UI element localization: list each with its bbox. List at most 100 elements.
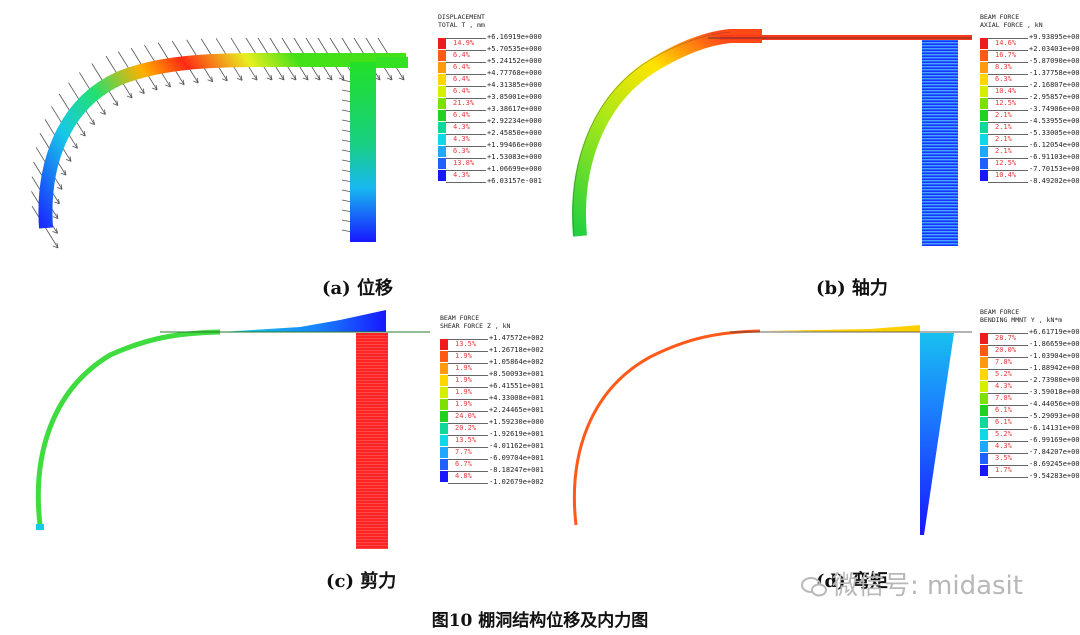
- legend-value: -6.14131e+002: [1028, 424, 1080, 432]
- displacement-arrowhead: [112, 100, 119, 106]
- legend-value: +1.59230e+000: [488, 418, 545, 426]
- legend-value: +9.93895e+001: [1028, 33, 1080, 41]
- legend-value: +1.53083e+000: [486, 153, 543, 161]
- legend-percent: 1.9%: [455, 352, 472, 360]
- legend-color-swatch: [438, 86, 446, 98]
- legend-value: +4.31385e+000: [486, 81, 543, 89]
- legend-percent: 6.4%: [453, 87, 470, 95]
- displacement-arrowhead: [179, 79, 185, 86]
- legend-percent: 1.9%: [455, 364, 472, 372]
- legend-percent: 6.7%: [455, 460, 472, 468]
- legend-value: +1.99466e+000: [486, 141, 543, 149]
- legend-value: +5.24152e+000: [486, 57, 543, 65]
- displacement-legend: DISPLACEMENT TOTAL T , mm +6.16919e+000 +5.…: [438, 13, 543, 269]
- legend-value: +3.38617e+000: [486, 105, 543, 113]
- legend-value: +3.85001e+000: [486, 93, 543, 101]
- legend-value: +1.47572e+002: [488, 334, 545, 342]
- displacement-arrowhead: [193, 77, 199, 84]
- legend-percent: 6.3%: [453, 147, 470, 155]
- legend-color-swatch: [980, 417, 988, 429]
- legend-value: -1.92619e+001: [488, 430, 545, 438]
- legend-value: +1.26718e+002: [488, 346, 545, 354]
- legend-color-swatch: [438, 134, 446, 146]
- legend-value: -8.49202e+002: [1028, 177, 1080, 185]
- bending-moment-legend: BEAM FORCE BENDING MMNT Y , kN*m +6.61719e…: [980, 308, 1080, 564]
- legend-percent: 28.7%: [995, 334, 1017, 342]
- displacement-arrowhead: [52, 213, 59, 219]
- legend-title-line: BEAM FORCE: [980, 308, 1020, 316]
- displacement-arrowhead: [60, 170, 67, 176]
- legend-color-swatch: [980, 393, 988, 405]
- legend-percent: 1.9%: [455, 400, 472, 408]
- legend-value: +6.41551e+001: [488, 382, 545, 390]
- bending-moment-plot: [572, 325, 972, 535]
- legend-value: +4.77768e+000: [486, 69, 543, 77]
- legend-value: -6.91103e+002: [1028, 153, 1080, 161]
- panel-bending-moment: BEAM FORCE BENDING MMNT Y , kN*m +6.61719e…: [540, 305, 1080, 605]
- legend-value: +6.03157e-001: [486, 177, 543, 185]
- legend-color-swatch: [980, 62, 988, 74]
- displacement-arrowhead: [89, 119, 95, 126]
- arch-axial-diagram: [572, 29, 762, 237]
- legend-percent: 13.5%: [455, 436, 477, 444]
- caption-b: (b) 轴力: [816, 278, 888, 299]
- arch-axial-outline: [572, 31, 731, 237]
- legend-color-swatch: [980, 453, 988, 465]
- displacement-arrowhead: [72, 143, 78, 149]
- panel-displacement: DISPLACEMENT TOTAL T , mm +6.16919e+000 +5.…: [0, 0, 543, 310]
- legend-percent: 10.4%: [995, 87, 1017, 95]
- legend-percent: 20.2%: [455, 424, 477, 432]
- displacement-arrowhead: [139, 88, 145, 94]
- legend-color-swatch: [980, 98, 988, 110]
- legend-color-swatch: [438, 158, 446, 170]
- legend-color-swatch: [980, 357, 988, 369]
- legend-percent: 4.3%: [453, 171, 470, 179]
- beam-end: [376, 57, 408, 68]
- legend-percent: 13.8%: [453, 159, 475, 167]
- legend-color-swatch: [440, 411, 448, 423]
- legend-percent: 6.1%: [995, 418, 1012, 426]
- column-axial-diagram: [922, 40, 958, 246]
- legend-percent: 4.3%: [453, 123, 470, 131]
- wechat-icon: [801, 576, 827, 596]
- legend-value: -2.73980e+002: [1028, 376, 1080, 384]
- legend-value: +4.33008e+001: [488, 394, 545, 402]
- caption-d: (d) 弯矩: [816, 571, 888, 592]
- displacement-arrowhead: [278, 74, 285, 81]
- beam-axial-diagram: [720, 35, 972, 40]
- arch-shear-diagram: [35, 329, 221, 526]
- legend-percent: 21.3%: [453, 99, 475, 107]
- legend-value: -7.70153e+002: [1028, 165, 1080, 173]
- watermark: 微信号: midasit: [800, 565, 1023, 602]
- legend-percent: 2.1%: [995, 147, 1012, 155]
- displacement-arrows: [31, 37, 405, 249]
- displacement-arrowhead: [338, 74, 345, 81]
- legend-color-swatch: [440, 363, 448, 375]
- legend-percent: 2.1%: [995, 135, 1012, 143]
- legend-color-swatch: [438, 38, 446, 50]
- arch-moment-diagram: [572, 329, 761, 526]
- legend-percent: 6.4%: [453, 63, 470, 71]
- legend-percent: 2.1%: [995, 111, 1012, 119]
- legend-percent: 12.5%: [995, 99, 1017, 107]
- legend-value: -6.99169e+002: [1028, 436, 1080, 444]
- legend-percent: 24.0%: [455, 412, 477, 420]
- column-shear-diagram: [356, 333, 388, 549]
- legend-value: -5.29093e+002: [1028, 412, 1080, 420]
- displacement-arrowhead: [398, 74, 405, 81]
- legend-percent: 10.4%: [995, 171, 1017, 179]
- legend-percent: 8.3%: [995, 63, 1012, 71]
- legend-title-line: SHEAR FORCE Z , kN: [440, 321, 511, 330]
- shear-force-legend: BEAM FORCE SHEAR FORCE Z , kN +1.47572e+00…: [440, 314, 545, 570]
- legend-color-swatch: [980, 381, 988, 393]
- legend-percent: 16.7%: [995, 51, 1017, 59]
- legend-percent: 7.7%: [455, 448, 472, 456]
- legend-color-swatch: [980, 134, 988, 146]
- legend-value: +2.24465e+001: [488, 406, 545, 414]
- legend-percent: 6.4%: [453, 111, 470, 119]
- shear-force-plot: [35, 310, 430, 549]
- legend-value: -4.44056e+002: [1028, 400, 1080, 408]
- displacement-arrowhead: [314, 74, 321, 81]
- legend-color-swatch: [980, 38, 988, 50]
- legend-percent: 12.5%: [995, 159, 1017, 167]
